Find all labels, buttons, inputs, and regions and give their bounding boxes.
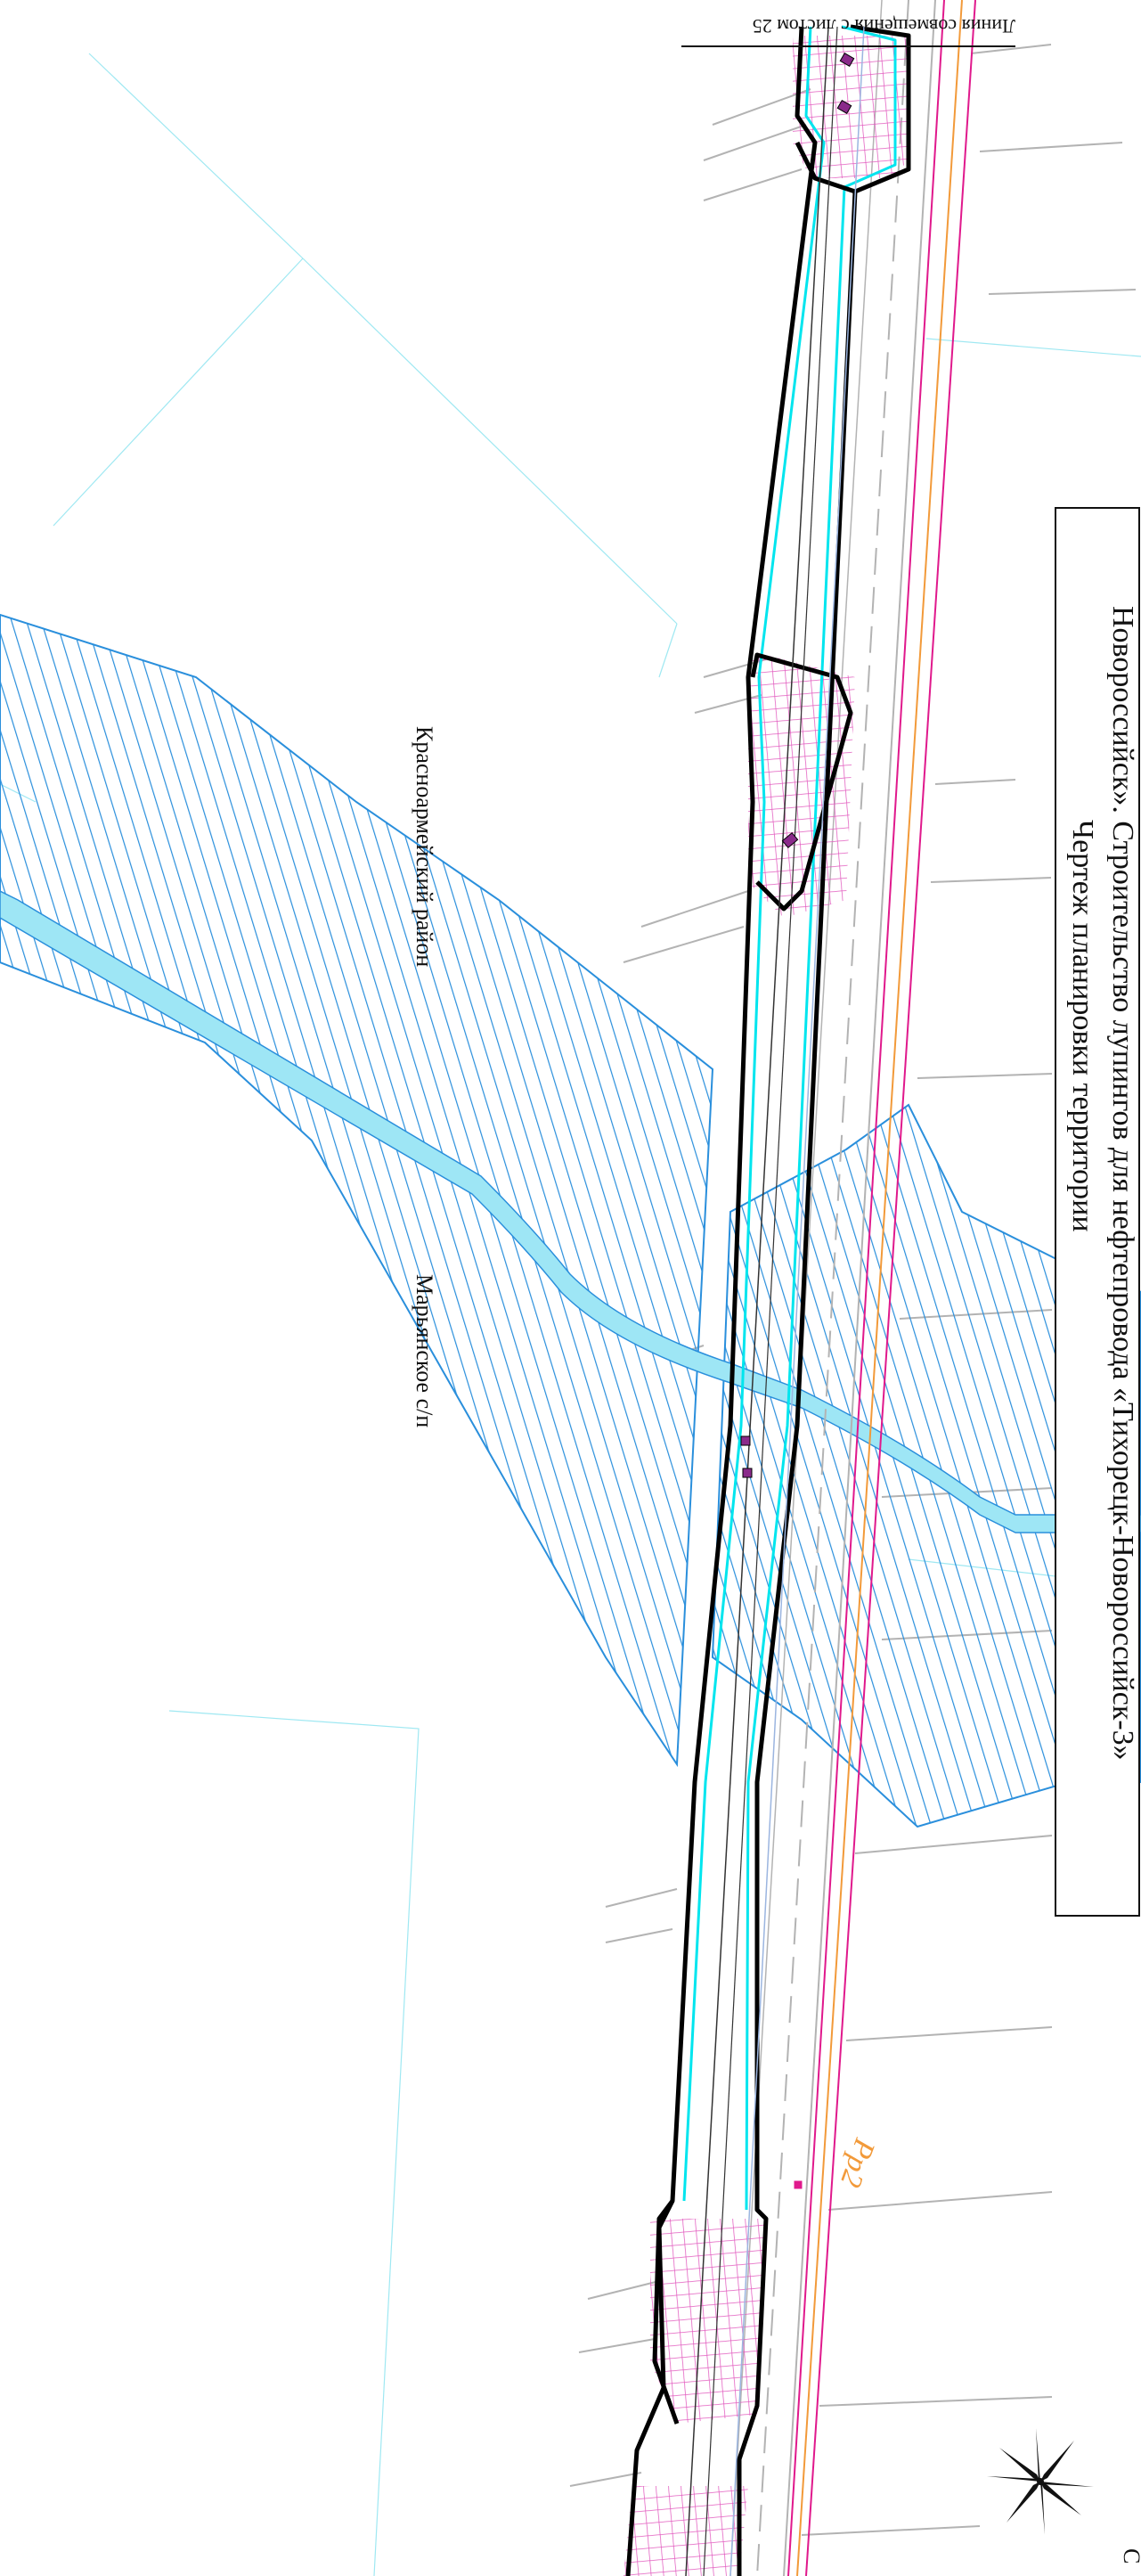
utility-lines — [787, 0, 976, 2576]
point-label: Рр2 — [834, 2133, 882, 2191]
marker-icon — [740, 52, 855, 2189]
settlement-label: Марьянское с/п — [412, 1274, 437, 1427]
title-box — [1055, 507, 1140, 1917]
pipeline-corridor — [625, 24, 911, 2576]
hatched-zone-west — [0, 613, 714, 1768]
river — [0, 890, 1141, 1533]
north-arrow-icon — [987, 2428, 1094, 2535]
north-label: С — [1119, 2548, 1141, 2564]
title-line-1: Новороссийск». Строительство лупингов дл… — [1106, 606, 1139, 1761]
district-label: Красноармейский район — [412, 726, 437, 967]
match-line-label: Линия совмещения с листом 25 — [753, 15, 1015, 37]
title-line-2: Чертеж планировки территории — [1066, 820, 1099, 1232]
